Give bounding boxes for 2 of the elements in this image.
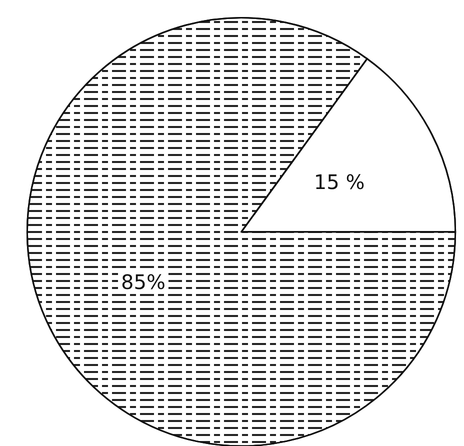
- data-label: 15 %: [314, 170, 365, 194]
- data-label: 85%: [121, 270, 166, 294]
